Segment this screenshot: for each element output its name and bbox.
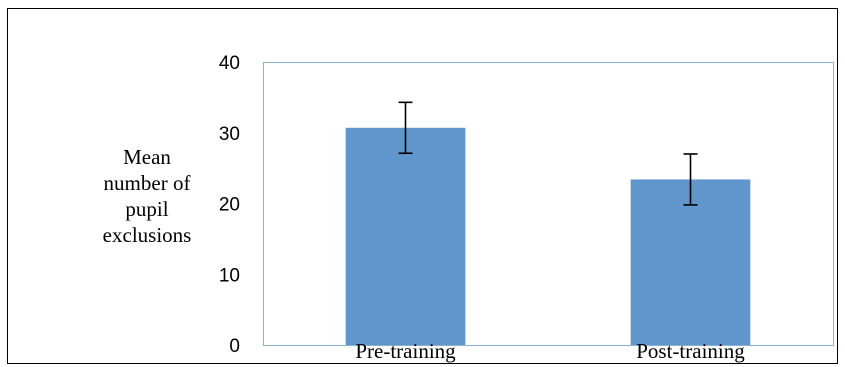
y-tick-label-0: 0 bbox=[229, 336, 240, 357]
category-label-post-training: Post-training bbox=[636, 339, 745, 363]
y-tick-label-20: 20 bbox=[219, 195, 240, 216]
y-tick-label-30: 30 bbox=[219, 124, 240, 145]
error-bar-post-training bbox=[683, 153, 698, 206]
bar-pre-training bbox=[345, 127, 466, 345]
category-label-pre-training: Pre-training bbox=[355, 339, 456, 363]
y-tick-label-40: 40 bbox=[219, 53, 240, 74]
bars bbox=[345, 127, 751, 345]
y-tick-label-10: 10 bbox=[219, 265, 240, 286]
error-bars bbox=[398, 101, 698, 206]
plot-area bbox=[263, 62, 834, 346]
y-axis-ticks: 0 10 20 30 40 bbox=[219, 53, 240, 357]
chart-outer-border bbox=[7, 8, 838, 364]
error-bar-pre-training bbox=[398, 101, 413, 155]
bar-post-training bbox=[630, 179, 751, 345]
category-labels: Pre-training Post-training bbox=[355, 339, 745, 363]
y-axis-title: Mean number of pupil exclusions bbox=[102, 145, 192, 247]
